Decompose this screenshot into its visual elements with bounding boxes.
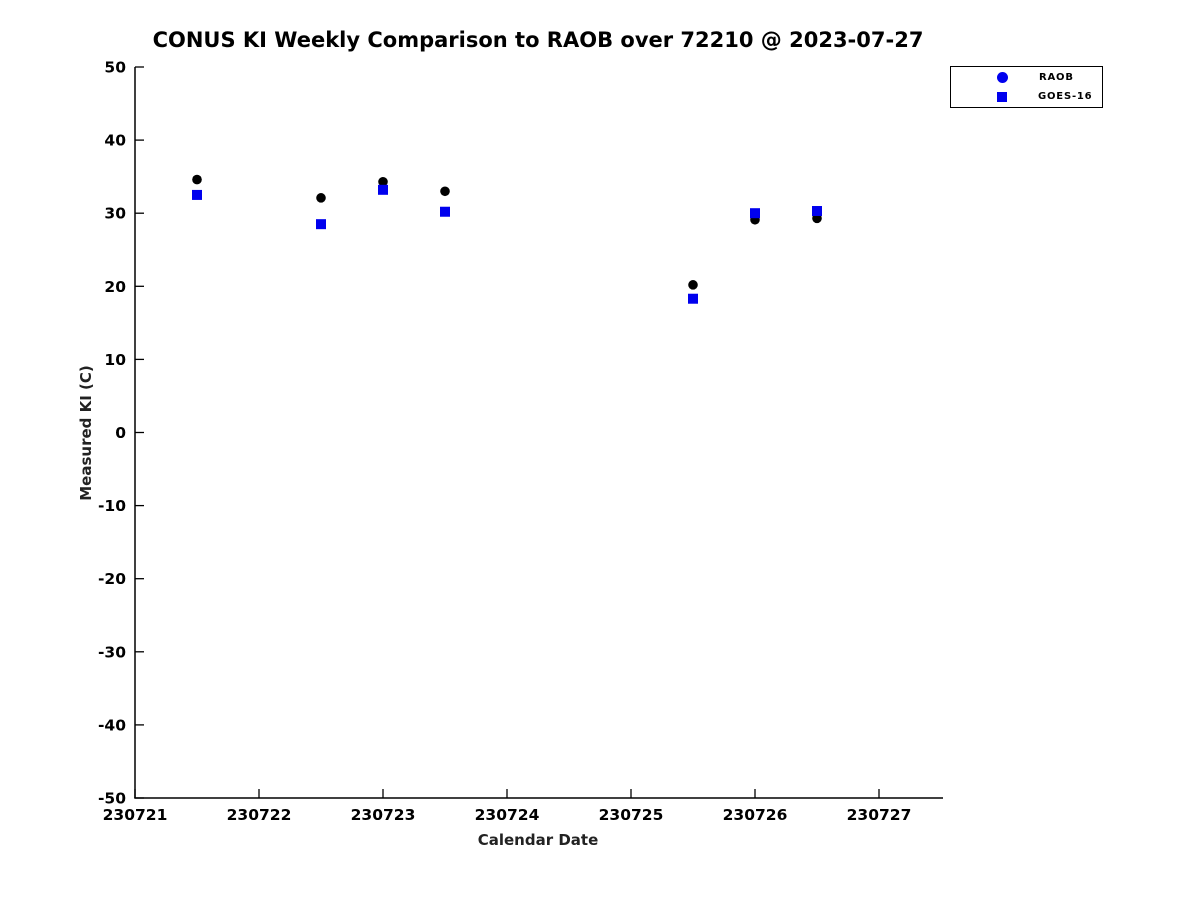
data-point-goes-16	[440, 206, 450, 217]
data-point-raob	[688, 280, 698, 290]
x-tick-label: 230722	[227, 806, 292, 824]
legend-entry-goes16: GOES-16	[951, 88, 1102, 105]
y-tick-label: -50	[98, 790, 126, 808]
data-point-raob	[440, 186, 450, 197]
data-point-goes-16	[812, 206, 822, 217]
y-tick-label: 50	[104, 59, 126, 77]
data-point-goes-16	[750, 208, 760, 219]
x-tick-label: 230727	[847, 806, 912, 824]
data-point-raob	[192, 174, 202, 185]
chart-title: CONUS KI Weekly Comparison to RAOB over …	[152, 28, 924, 52]
y-tick-label: 0	[115, 424, 126, 442]
data-point-goes-16	[316, 219, 326, 230]
y-tick-label: 30	[104, 205, 126, 223]
data-point-raob	[316, 193, 326, 203]
x-tick-label: 230726	[723, 806, 788, 824]
y-tick-label: -10	[98, 497, 126, 515]
legend: RAOB GOES-16	[950, 66, 1103, 108]
y-tick-label: 20	[104, 278, 126, 296]
legend-label-goes16: GOES-16	[1038, 91, 1093, 102]
y-tick-label: -20	[98, 570, 126, 588]
y-tick-label: -40	[98, 716, 126, 734]
data-point-goes-16	[688, 293, 698, 304]
legend-entry-raob: RAOB	[951, 69, 1102, 86]
data-point-goes-16	[192, 189, 202, 200]
raob-circle-icon	[997, 72, 1008, 83]
y-tick-label: 10	[104, 351, 126, 369]
y-tick-label: 40	[104, 132, 126, 150]
x-tick-label: 230721	[103, 806, 168, 824]
y-tick-label: -30	[98, 643, 126, 661]
x-axis-label: Calendar Date	[477, 831, 599, 849]
x-tick-label: 230725	[599, 806, 664, 824]
x-tick-label: 230724	[475, 806, 540, 824]
legend-label-raob: RAOB	[1039, 72, 1074, 83]
goes16-square-icon	[997, 91, 1007, 102]
x-tick-label: 230723	[351, 806, 416, 824]
data-point-raob	[378, 176, 388, 187]
data-point-goes-16	[378, 184, 388, 195]
